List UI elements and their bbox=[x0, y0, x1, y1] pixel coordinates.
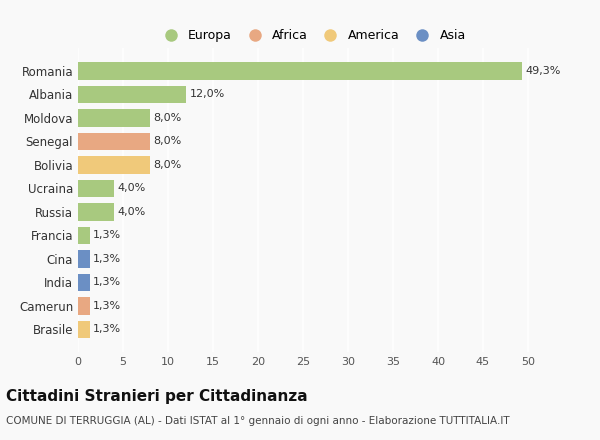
Text: 4,0%: 4,0% bbox=[118, 183, 146, 194]
Text: 1,3%: 1,3% bbox=[94, 277, 121, 287]
Text: 12,0%: 12,0% bbox=[190, 89, 225, 99]
Text: 1,3%: 1,3% bbox=[94, 254, 121, 264]
Bar bbox=[78, 297, 90, 315]
Text: 1,3%: 1,3% bbox=[94, 231, 121, 240]
Text: 8,0%: 8,0% bbox=[154, 113, 182, 123]
Bar bbox=[78, 133, 150, 150]
Bar bbox=[78, 109, 150, 127]
Bar bbox=[78, 156, 150, 174]
Bar bbox=[78, 86, 186, 103]
Bar bbox=[78, 250, 90, 268]
Bar bbox=[78, 180, 114, 197]
Bar bbox=[78, 321, 90, 338]
Text: 1,3%: 1,3% bbox=[94, 301, 121, 311]
Text: 1,3%: 1,3% bbox=[94, 324, 121, 334]
Bar bbox=[78, 227, 90, 244]
Bar bbox=[78, 203, 114, 221]
Text: 4,0%: 4,0% bbox=[118, 207, 146, 217]
Text: Cittadini Stranieri per Cittadinanza: Cittadini Stranieri per Cittadinanza bbox=[6, 389, 308, 404]
Bar bbox=[78, 62, 522, 80]
Text: 49,3%: 49,3% bbox=[526, 66, 560, 76]
Legend: Europa, Africa, America, Asia: Europa, Africa, America, Asia bbox=[153, 24, 471, 47]
Text: 8,0%: 8,0% bbox=[154, 160, 182, 170]
Text: 8,0%: 8,0% bbox=[154, 136, 182, 147]
Bar bbox=[78, 274, 90, 291]
Text: COMUNE DI TERRUGGIA (AL) - Dati ISTAT al 1° gennaio di ogni anno - Elaborazione : COMUNE DI TERRUGGIA (AL) - Dati ISTAT al… bbox=[6, 416, 509, 426]
